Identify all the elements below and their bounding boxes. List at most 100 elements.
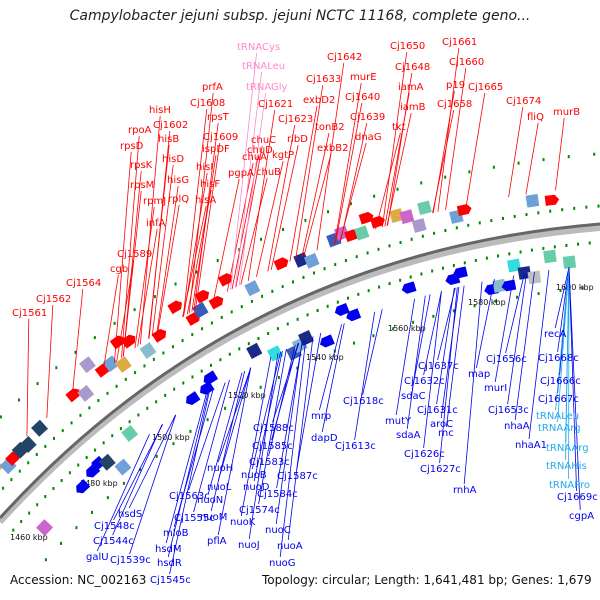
forward-gene-label: hisD [162, 154, 184, 165]
genome-summary-text: Topology: circular; Length: 1,641,481 bp… [262, 573, 592, 587]
accession-text: Accession: NC_002163 [10, 573, 147, 587]
gene-feature [543, 249, 557, 264]
label-leader [445, 67, 467, 210]
genome-backbone-shadow [0, 225, 600, 525]
reverse-gene-label: Cj1613c [335, 441, 376, 452]
label-leader [465, 92, 486, 206]
tick-mark [501, 216, 504, 220]
tick-mark [191, 375, 194, 379]
tick-mark [378, 285, 381, 289]
gene-feature [246, 342, 263, 360]
gene-feature [203, 370, 219, 385]
tick-mark [537, 211, 540, 215]
tick-mark [111, 434, 114, 438]
tick-mark [85, 456, 88, 460]
tick-mark [68, 471, 71, 475]
gene-feature [151, 328, 167, 343]
label-leader [238, 92, 266, 286]
reverse-gene-label: galU [86, 552, 109, 563]
gene-feature [121, 424, 139, 442]
tick-mark [133, 308, 136, 312]
forward-gene-label: tonB2 [315, 122, 345, 133]
label-leader [276, 341, 303, 489]
gene-feature [185, 312, 201, 326]
reverse-gene-label: Cj1583c [249, 457, 290, 468]
forward-gene-label: rpsM [130, 180, 154, 191]
tick-mark [189, 429, 192, 433]
tick-mark [585, 205, 588, 209]
label-leader [207, 372, 243, 495]
reverse-gene-label: nuoB [241, 470, 267, 481]
reverse-gene-label: Cj1585c [252, 441, 293, 452]
label-leader [384, 92, 410, 227]
reverse-gene-label: rnc [438, 428, 454, 439]
forward-label-leaders [26, 47, 565, 437]
position-label: 1600 kbp [556, 283, 594, 292]
reverse-gene-label: nuoA [277, 541, 303, 552]
tick-marks [0, 152, 600, 562]
label-leader [193, 379, 230, 513]
tick-mark [216, 259, 219, 263]
position-label: 1580 kbp [468, 298, 506, 307]
forward-gene-label: hisH [149, 105, 171, 116]
reverse-gene-label: Cj1588c [253, 423, 294, 434]
reverse-gene-label: Cj1632c [404, 376, 445, 387]
tick-mark [240, 305, 243, 309]
tick-mark [355, 255, 358, 259]
label-leader [191, 154, 217, 312]
tick-mark [282, 228, 285, 232]
label-leader [188, 382, 226, 491]
label-leader [557, 267, 570, 423]
gene-feature [98, 453, 116, 471]
tick-mark [88, 406, 91, 410]
gene-feature [562, 255, 577, 269]
position-label: 1540 kbp [306, 353, 344, 362]
reverse-gene-label: hsdS [118, 509, 142, 520]
tick-mark [10, 478, 13, 482]
tick-mark [357, 292, 360, 296]
label-leader [557, 267, 570, 353]
label-leader [128, 414, 176, 509]
tick-mark [530, 248, 533, 252]
tick-mark [349, 202, 352, 206]
tick-mark [316, 308, 319, 312]
label-leader [505, 273, 525, 354]
tick-mark [210, 321, 213, 325]
reverse-gene-label: nuoD [243, 482, 270, 493]
gene-feature [293, 252, 310, 268]
forward-gene-label: hisB [158, 134, 179, 145]
tick-mark [421, 234, 424, 238]
label-leader [375, 132, 401, 230]
label-leader [411, 294, 431, 391]
reverse-gene-label: Cj1669c [557, 492, 598, 503]
tick-mark [377, 247, 380, 251]
label-leader [339, 142, 367, 242]
gene-feature [389, 208, 404, 224]
reverse-gene-label: Cj1574c [239, 505, 280, 516]
tick-mark [399, 241, 402, 245]
tick-mark [444, 175, 447, 179]
forward-gene-label: prfA [202, 82, 223, 93]
tick-mark [485, 256, 488, 260]
tick-mark [36, 382, 39, 386]
position-label: 1480 kbp [80, 479, 118, 488]
forward-gene-label: murB [553, 107, 580, 118]
tick-mark [119, 427, 122, 431]
tick-mark [18, 398, 21, 402]
forward-gene-label: rpmJ [143, 196, 166, 207]
tick-mark [219, 358, 222, 362]
tick-mark [139, 468, 142, 472]
reverse-gene-label: Cj1587c [277, 471, 318, 482]
tick-mark [559, 289, 562, 293]
gene-feature [544, 194, 560, 206]
tick-mark [344, 259, 347, 263]
reverse-gene-label: Cj1548c [94, 521, 135, 532]
label-leader [565, 267, 570, 461]
tick-mark [152, 357, 155, 361]
tick-mark [410, 237, 413, 241]
tick-mark [12, 528, 15, 532]
tick-mark [79, 413, 82, 417]
reverse-gene-label: rnhA [453, 485, 477, 496]
gene-feature [303, 252, 320, 269]
label-leader [295, 84, 324, 259]
